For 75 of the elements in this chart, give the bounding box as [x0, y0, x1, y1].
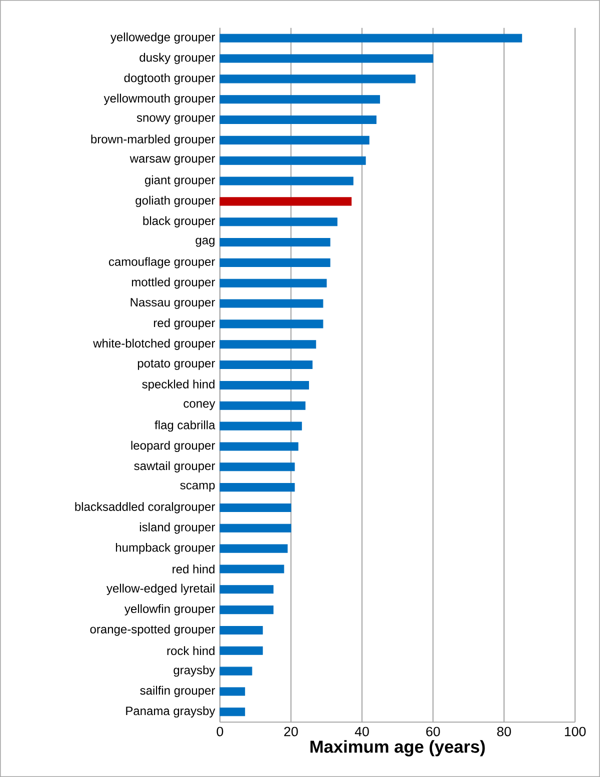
bar — [220, 360, 313, 370]
y-tick-label: Panama graysby — [126, 706, 216, 718]
y-tick-label: sawtail grouper — [134, 461, 216, 472]
y-tick-label: yellow-edged lyretail — [106, 584, 214, 595]
bar — [220, 585, 274, 594]
y-tick-label: sailfin grouper — [140, 686, 216, 698]
bar — [220, 524, 292, 532]
bar — [220, 442, 298, 451]
x-tick-label: 40 — [354, 726, 369, 736]
y-tick-label: potato grouper — [138, 360, 216, 370]
bar — [220, 646, 263, 655]
y-tick-label: gag — [196, 238, 214, 247]
bar — [220, 74, 416, 84]
bar — [220, 564, 284, 574]
x-axis-title: Maximum age (years) — [310, 740, 485, 756]
y-tick-label: brown-marbled grouper — [91, 134, 216, 146]
y-tick-label: humpback grouper — [116, 542, 216, 554]
x-tick-label: 20 — [284, 726, 298, 736]
bar — [220, 626, 263, 635]
y-tick-label: rock hind — [167, 646, 214, 656]
y-tick-label: giant grouper — [145, 175, 216, 187]
y-tick-label: mottled grouper — [132, 278, 216, 289]
y-tick-label: yellowmouth grouper — [104, 94, 216, 105]
y-tick-label: goliath grouper — [136, 196, 216, 208]
bar — [220, 115, 376, 124]
bar — [220, 708, 246, 716]
bar — [220, 687, 246, 696]
y-tick-label: graysby — [174, 665, 216, 677]
y-tick-label: flag cabrilla — [154, 420, 216, 432]
bar — [220, 340, 316, 349]
bar — [220, 422, 302, 430]
y-tick-label: snowy grouper — [136, 115, 216, 124]
bar — [220, 278, 327, 288]
y-tick-label: blacksaddled coralgrouper — [75, 502, 216, 514]
x-tick-label: 80 — [497, 726, 511, 736]
bar — [220, 320, 324, 328]
bar — [220, 483, 295, 492]
bar — [220, 544, 288, 553]
bar — [220, 54, 434, 63]
bar — [220, 380, 310, 390]
y-tick-label: warsaw grouper — [130, 156, 216, 166]
bar — [220, 238, 330, 247]
bar — [220, 156, 366, 165]
y-tick-label: yellowedge grouper — [110, 32, 216, 44]
bar — [220, 401, 306, 410]
bar — [220, 218, 338, 226]
bar — [220, 299, 324, 308]
y-tick-label: speckled hind — [142, 380, 214, 391]
y-tick-label: dusky grouper — [140, 52, 216, 64]
bar — [220, 258, 330, 267]
y-tick-label: leopard grouper — [131, 440, 216, 452]
y-tick-label: red grouper — [154, 318, 216, 330]
bar — [220, 197, 352, 206]
y-tick-label: white-blotched grouper — [93, 338, 216, 350]
y-tick-label: red hind — [172, 564, 214, 574]
bar — [220, 34, 522, 42]
y-tick-label: scamp — [180, 482, 215, 492]
bar — [220, 462, 295, 472]
x-tick-label: 60 — [426, 726, 440, 736]
bar — [220, 606, 274, 614]
y-tick-label: Nassau grouper — [130, 298, 216, 309]
y-tick-label: black grouper — [143, 216, 216, 228]
bar — [220, 95, 380, 104]
y-tick-label: orange-spotted grouper — [90, 624, 216, 636]
bar — [220, 176, 354, 186]
bar — [220, 136, 370, 144]
y-tick-label: yellowfin grouper — [124, 604, 216, 616]
x-tick-label: 100 — [564, 726, 586, 736]
x-tick-label: 0 — [216, 726, 224, 736]
bar — [220, 503, 292, 512]
bar — [220, 666, 252, 676]
y-tick-label: island grouper — [140, 522, 216, 534]
y-tick-label: camouflage grouper — [108, 257, 216, 268]
y-tick-label: coney — [184, 401, 216, 410]
y-tick-label: dogtooth grouper — [124, 73, 216, 85]
